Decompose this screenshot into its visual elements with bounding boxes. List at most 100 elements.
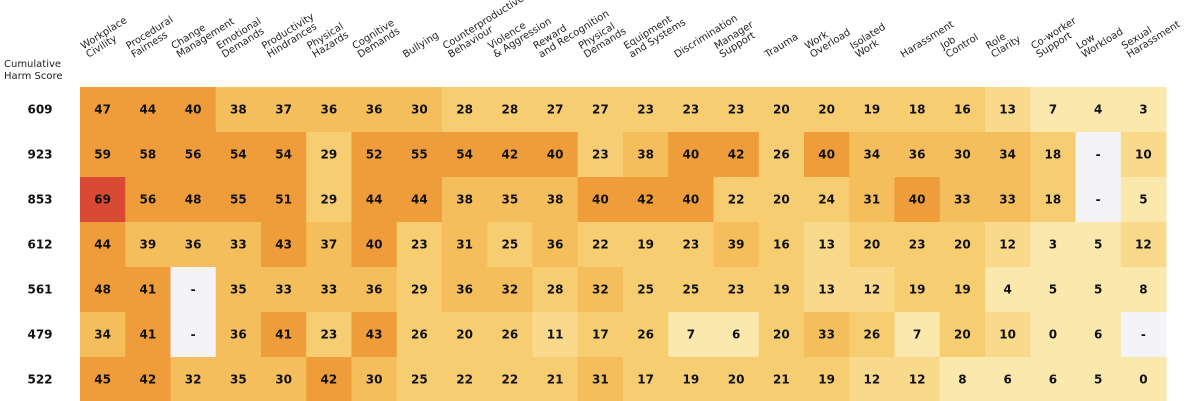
heatmap-cell <box>939 267 986 313</box>
cell-value: 43 <box>275 238 292 252</box>
cell-value: 7 <box>913 328 921 342</box>
cell-value: 35 <box>230 373 247 387</box>
heatmap-cell <box>713 357 760 401</box>
cell-value: 23 <box>728 283 745 297</box>
cell-value: 23 <box>321 328 338 342</box>
cell-value: 23 <box>683 103 700 117</box>
heatmap-cell <box>894 177 941 223</box>
heatmap-cell <box>170 222 217 268</box>
cell-value: 20 <box>864 238 881 252</box>
cell-value: 12 <box>909 373 926 387</box>
cell-value: 33 <box>275 283 292 297</box>
heatmap-cell <box>1120 87 1167 133</box>
cell-value: 31 <box>864 193 881 207</box>
column-label: WorkOverload <box>803 19 853 61</box>
heatmap-cell <box>396 177 443 223</box>
heatmap-cell <box>985 267 1031 313</box>
heatmap-cell <box>623 132 669 178</box>
heatmap-cell <box>939 132 986 178</box>
cell-value: 39 <box>140 238 157 252</box>
heatmap-cell <box>442 267 488 313</box>
column-label: Trauma <box>762 32 800 62</box>
heatmap-cell <box>532 312 579 358</box>
cell-value: 36 <box>321 103 338 117</box>
heatmap-cell <box>351 132 398 178</box>
cell-value: 13 <box>818 238 835 252</box>
cell-value: 26 <box>502 328 519 342</box>
cell-value: 32 <box>592 283 609 297</box>
heatmap-cell <box>170 267 217 313</box>
heatmap-cell <box>215 87 262 133</box>
heatmap-cell <box>668 222 714 268</box>
heatmap-cell <box>306 177 352 223</box>
heatmap-cell <box>668 267 714 313</box>
cell-value: 58 <box>140 148 157 162</box>
heatmap-cell <box>80 222 126 268</box>
heatmap-cell <box>804 177 850 223</box>
column-label: WorkplaceCivility <box>79 15 134 60</box>
cell-value: 56 <box>185 148 202 162</box>
row-score-label: 479 <box>27 328 52 342</box>
cell-value: 23 <box>728 103 745 117</box>
cell-value: 54 <box>456 148 473 162</box>
cell-value: 42 <box>140 373 157 387</box>
cell-value: 36 <box>909 148 926 162</box>
cell-value: 22 <box>728 193 745 207</box>
row-header-label: Cumulative <box>4 59 61 70</box>
cell-value: 54 <box>275 148 292 162</box>
cell-value: 8 <box>958 373 966 387</box>
cell-value: 20 <box>773 103 790 117</box>
cell-value: - <box>191 283 196 297</box>
cell-value: 16 <box>954 103 971 117</box>
heatmap-cell <box>1120 312 1167 358</box>
heatmap-cell <box>1075 312 1122 358</box>
heatmap-cell <box>849 132 895 178</box>
heatmap-cell <box>577 222 624 268</box>
cell-value: 20 <box>818 103 835 117</box>
heatmap-cell <box>577 177 624 223</box>
heatmap-cell <box>261 177 307 223</box>
cell-value: 6 <box>1003 373 1011 387</box>
heatmap-cell <box>577 312 624 358</box>
cell-value: 30 <box>411 103 428 117</box>
heatmap-cell <box>170 87 217 133</box>
heatmap-cell <box>1120 177 1167 223</box>
heatmap-cell <box>939 177 986 223</box>
cell-value: 25 <box>637 283 654 297</box>
heatmap-cell <box>623 87 669 133</box>
cell-value: 25 <box>683 283 700 297</box>
cell-value: 19 <box>864 103 881 117</box>
heatmap-cell <box>532 267 579 313</box>
cell-value: 41 <box>140 283 157 297</box>
heatmap-cell <box>1120 132 1167 178</box>
heatmap-cell <box>1120 357 1167 401</box>
heatmap-cell <box>487 222 533 268</box>
cell-value: 19 <box>954 283 971 297</box>
cell-value: 20 <box>773 328 790 342</box>
cell-value: 3 <box>1049 238 1057 252</box>
cell-value: 36 <box>456 283 473 297</box>
heatmap-cell <box>442 357 488 401</box>
cell-value: 44 <box>411 193 428 207</box>
heatmap-cell <box>487 357 533 401</box>
cell-value: 16 <box>773 238 790 252</box>
cell-value: 37 <box>321 238 338 252</box>
heatmap-cell <box>1075 222 1122 268</box>
cell-value: 13 <box>999 103 1016 117</box>
heatmap-cell <box>758 87 805 133</box>
heatmap-cell <box>215 177 262 223</box>
cell-value: 56 <box>140 193 157 207</box>
heatmap-cell <box>396 87 443 133</box>
heatmap-cell <box>306 87 352 133</box>
heatmap-cell <box>804 312 850 358</box>
cell-value: 36 <box>547 238 564 252</box>
column-label: Co-workerSupport <box>1029 15 1084 60</box>
cell-value: 33 <box>321 283 338 297</box>
heatmap-cell <box>125 132 171 178</box>
heatmap-cell <box>668 177 714 223</box>
heatmap-cell <box>125 312 171 358</box>
cell-value: 4 <box>1003 283 1011 297</box>
cell-value: 21 <box>773 373 790 387</box>
heatmap-cell <box>442 177 488 223</box>
